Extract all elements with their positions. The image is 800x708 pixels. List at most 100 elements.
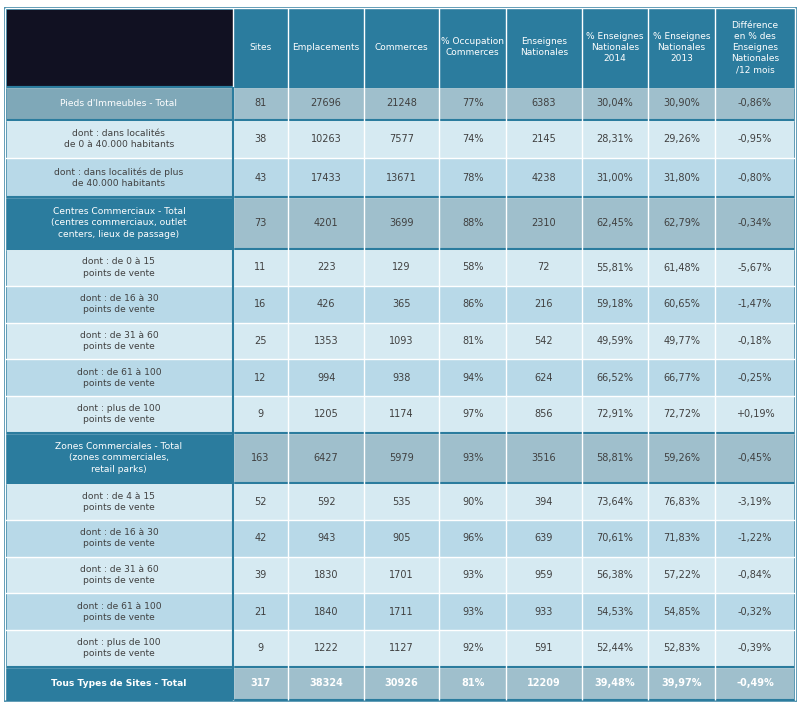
Bar [364, 593, 439, 630]
Bar [364, 249, 439, 286]
Bar [715, 630, 795, 667]
Text: 21: 21 [254, 607, 266, 617]
Text: 72,72%: 72,72% [663, 409, 700, 419]
Bar [582, 396, 648, 433]
Bar [233, 667, 288, 700]
Text: 27696: 27696 [310, 98, 342, 108]
Text: Pieds d'Immeubles - Total: Pieds d'Immeubles - Total [60, 98, 178, 108]
Text: -0,95%: -0,95% [738, 134, 772, 144]
Text: 1127: 1127 [390, 644, 414, 653]
Bar [506, 433, 582, 484]
Bar [648, 667, 715, 700]
Text: -0,34%: -0,34% [738, 218, 772, 228]
Bar [582, 159, 648, 197]
Text: 10263: 10263 [310, 134, 342, 144]
Bar [288, 197, 364, 249]
Bar [506, 630, 582, 667]
Bar [439, 593, 506, 630]
Bar [715, 593, 795, 630]
Text: 59,26%: 59,26% [663, 453, 700, 463]
Text: 76,83%: 76,83% [663, 496, 700, 507]
Bar [648, 286, 715, 323]
Text: 542: 542 [534, 336, 554, 346]
Text: 1840: 1840 [314, 607, 338, 617]
Text: Centres Commerciaux - Total
(centres commerciaux, outlet
centers, lieux de passa: Centres Commerciaux - Total (centres com… [51, 207, 186, 239]
Bar [288, 396, 364, 433]
Bar [648, 433, 715, 484]
Bar [582, 286, 648, 323]
Text: dont : dans localités
de 0 à 40.000 habitants: dont : dans localités de 0 à 40.000 habi… [64, 129, 174, 149]
Text: 62,79%: 62,79% [663, 218, 700, 228]
Bar [233, 120, 288, 159]
Text: 72,91%: 72,91% [597, 409, 634, 419]
Text: 94%: 94% [462, 372, 483, 382]
Text: dont : plus de 100
points de vente: dont : plus de 100 points de vente [77, 404, 161, 424]
Text: 994: 994 [317, 372, 335, 382]
Bar [715, 556, 795, 593]
Bar [648, 8, 715, 86]
Bar [364, 359, 439, 396]
Bar [439, 520, 506, 556]
Bar [364, 120, 439, 159]
Bar [506, 667, 582, 700]
Text: 856: 856 [534, 409, 553, 419]
Bar [506, 520, 582, 556]
Bar [439, 120, 506, 159]
Bar [582, 667, 648, 700]
Bar [364, 520, 439, 556]
Bar [233, 520, 288, 556]
Text: % Enseignes
Nationales
2014: % Enseignes Nationales 2014 [586, 32, 644, 63]
Text: +0,19%: +0,19% [736, 409, 774, 419]
Text: 2310: 2310 [531, 218, 556, 228]
Text: 933: 933 [534, 607, 553, 617]
Text: 365: 365 [393, 299, 411, 309]
Bar [233, 359, 288, 396]
Text: 6427: 6427 [314, 453, 338, 463]
Bar [715, 433, 795, 484]
Text: -0,18%: -0,18% [738, 336, 772, 346]
Bar [582, 120, 648, 159]
Text: dont : de 16 à 30
points de vente: dont : de 16 à 30 points de vente [79, 528, 158, 549]
Text: 70,61%: 70,61% [597, 533, 634, 543]
Bar [648, 484, 715, 520]
Text: 11: 11 [254, 263, 266, 273]
Text: 905: 905 [393, 533, 411, 543]
Text: dont : de 31 à 60
points de vente: dont : de 31 à 60 points de vente [79, 331, 158, 351]
Text: 78%: 78% [462, 173, 483, 183]
Bar [715, 520, 795, 556]
Text: 426: 426 [317, 299, 335, 309]
Text: 39,48%: 39,48% [594, 678, 635, 688]
Bar [582, 484, 648, 520]
Text: 93%: 93% [462, 607, 483, 617]
Bar [288, 484, 364, 520]
Bar [5, 433, 233, 484]
Bar [5, 159, 233, 197]
Text: 86%: 86% [462, 299, 483, 309]
Text: 1222: 1222 [314, 644, 338, 653]
Bar [364, 159, 439, 197]
Text: dont : plus de 100
points de vente: dont : plus de 100 points de vente [77, 639, 161, 658]
Bar [439, 630, 506, 667]
Text: 16: 16 [254, 299, 266, 309]
Bar [648, 593, 715, 630]
Text: 12209: 12209 [527, 678, 561, 688]
Bar [233, 8, 288, 86]
Bar [715, 8, 795, 86]
Text: 6383: 6383 [532, 98, 556, 108]
Bar [439, 249, 506, 286]
Text: 49,59%: 49,59% [597, 336, 634, 346]
Bar [506, 286, 582, 323]
Text: Tous Types de Sites - Total: Tous Types de Sites - Total [51, 679, 186, 688]
Text: 4201: 4201 [314, 218, 338, 228]
Text: 60,65%: 60,65% [663, 299, 700, 309]
Text: 4238: 4238 [531, 173, 556, 183]
Text: 58%: 58% [462, 263, 483, 273]
Text: -0,80%: -0,80% [738, 173, 772, 183]
Text: 39: 39 [254, 570, 266, 580]
Bar [288, 8, 364, 86]
Bar [5, 86, 233, 120]
Text: 66,52%: 66,52% [597, 372, 634, 382]
Bar [233, 249, 288, 286]
Bar [364, 484, 439, 520]
Text: 54,85%: 54,85% [663, 607, 700, 617]
